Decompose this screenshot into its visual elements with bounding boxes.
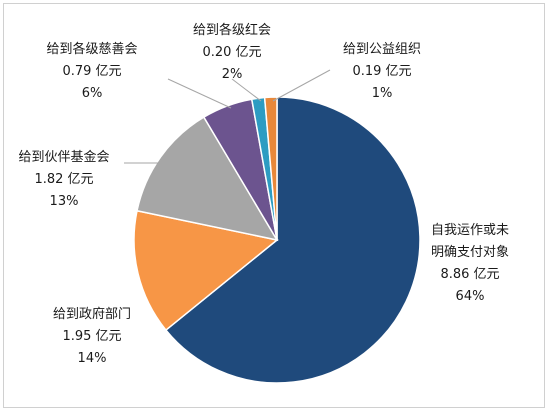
slice-data-label: 给到各级红会 0.20 亿元 2% — [193, 22, 271, 82]
pie-slice — [133, 209, 279, 332]
leader-line — [167, 78, 232, 109]
pie-slice — [164, 96, 421, 384]
slice-data-label: 给到公益组织 0.19 亿元 1% — [343, 42, 421, 101]
leader-line — [272, 69, 331, 102]
leader-line — [231, 78, 262, 102]
slice-data-label: 给到伙伴基金会 1.82 亿元 13% — [18, 149, 109, 209]
slice-data-label: 给到各级慈善会 0.79 亿元 6% — [46, 41, 137, 101]
pie-slice — [263, 96, 278, 241]
pie-slice — [136, 116, 279, 242]
slice-data-label: 自我运作或未明确支付对象 8.86 亿元 64% — [431, 223, 509, 304]
slice-data-label: 给到政府部门 1.95 亿元 14% — [53, 307, 131, 366]
